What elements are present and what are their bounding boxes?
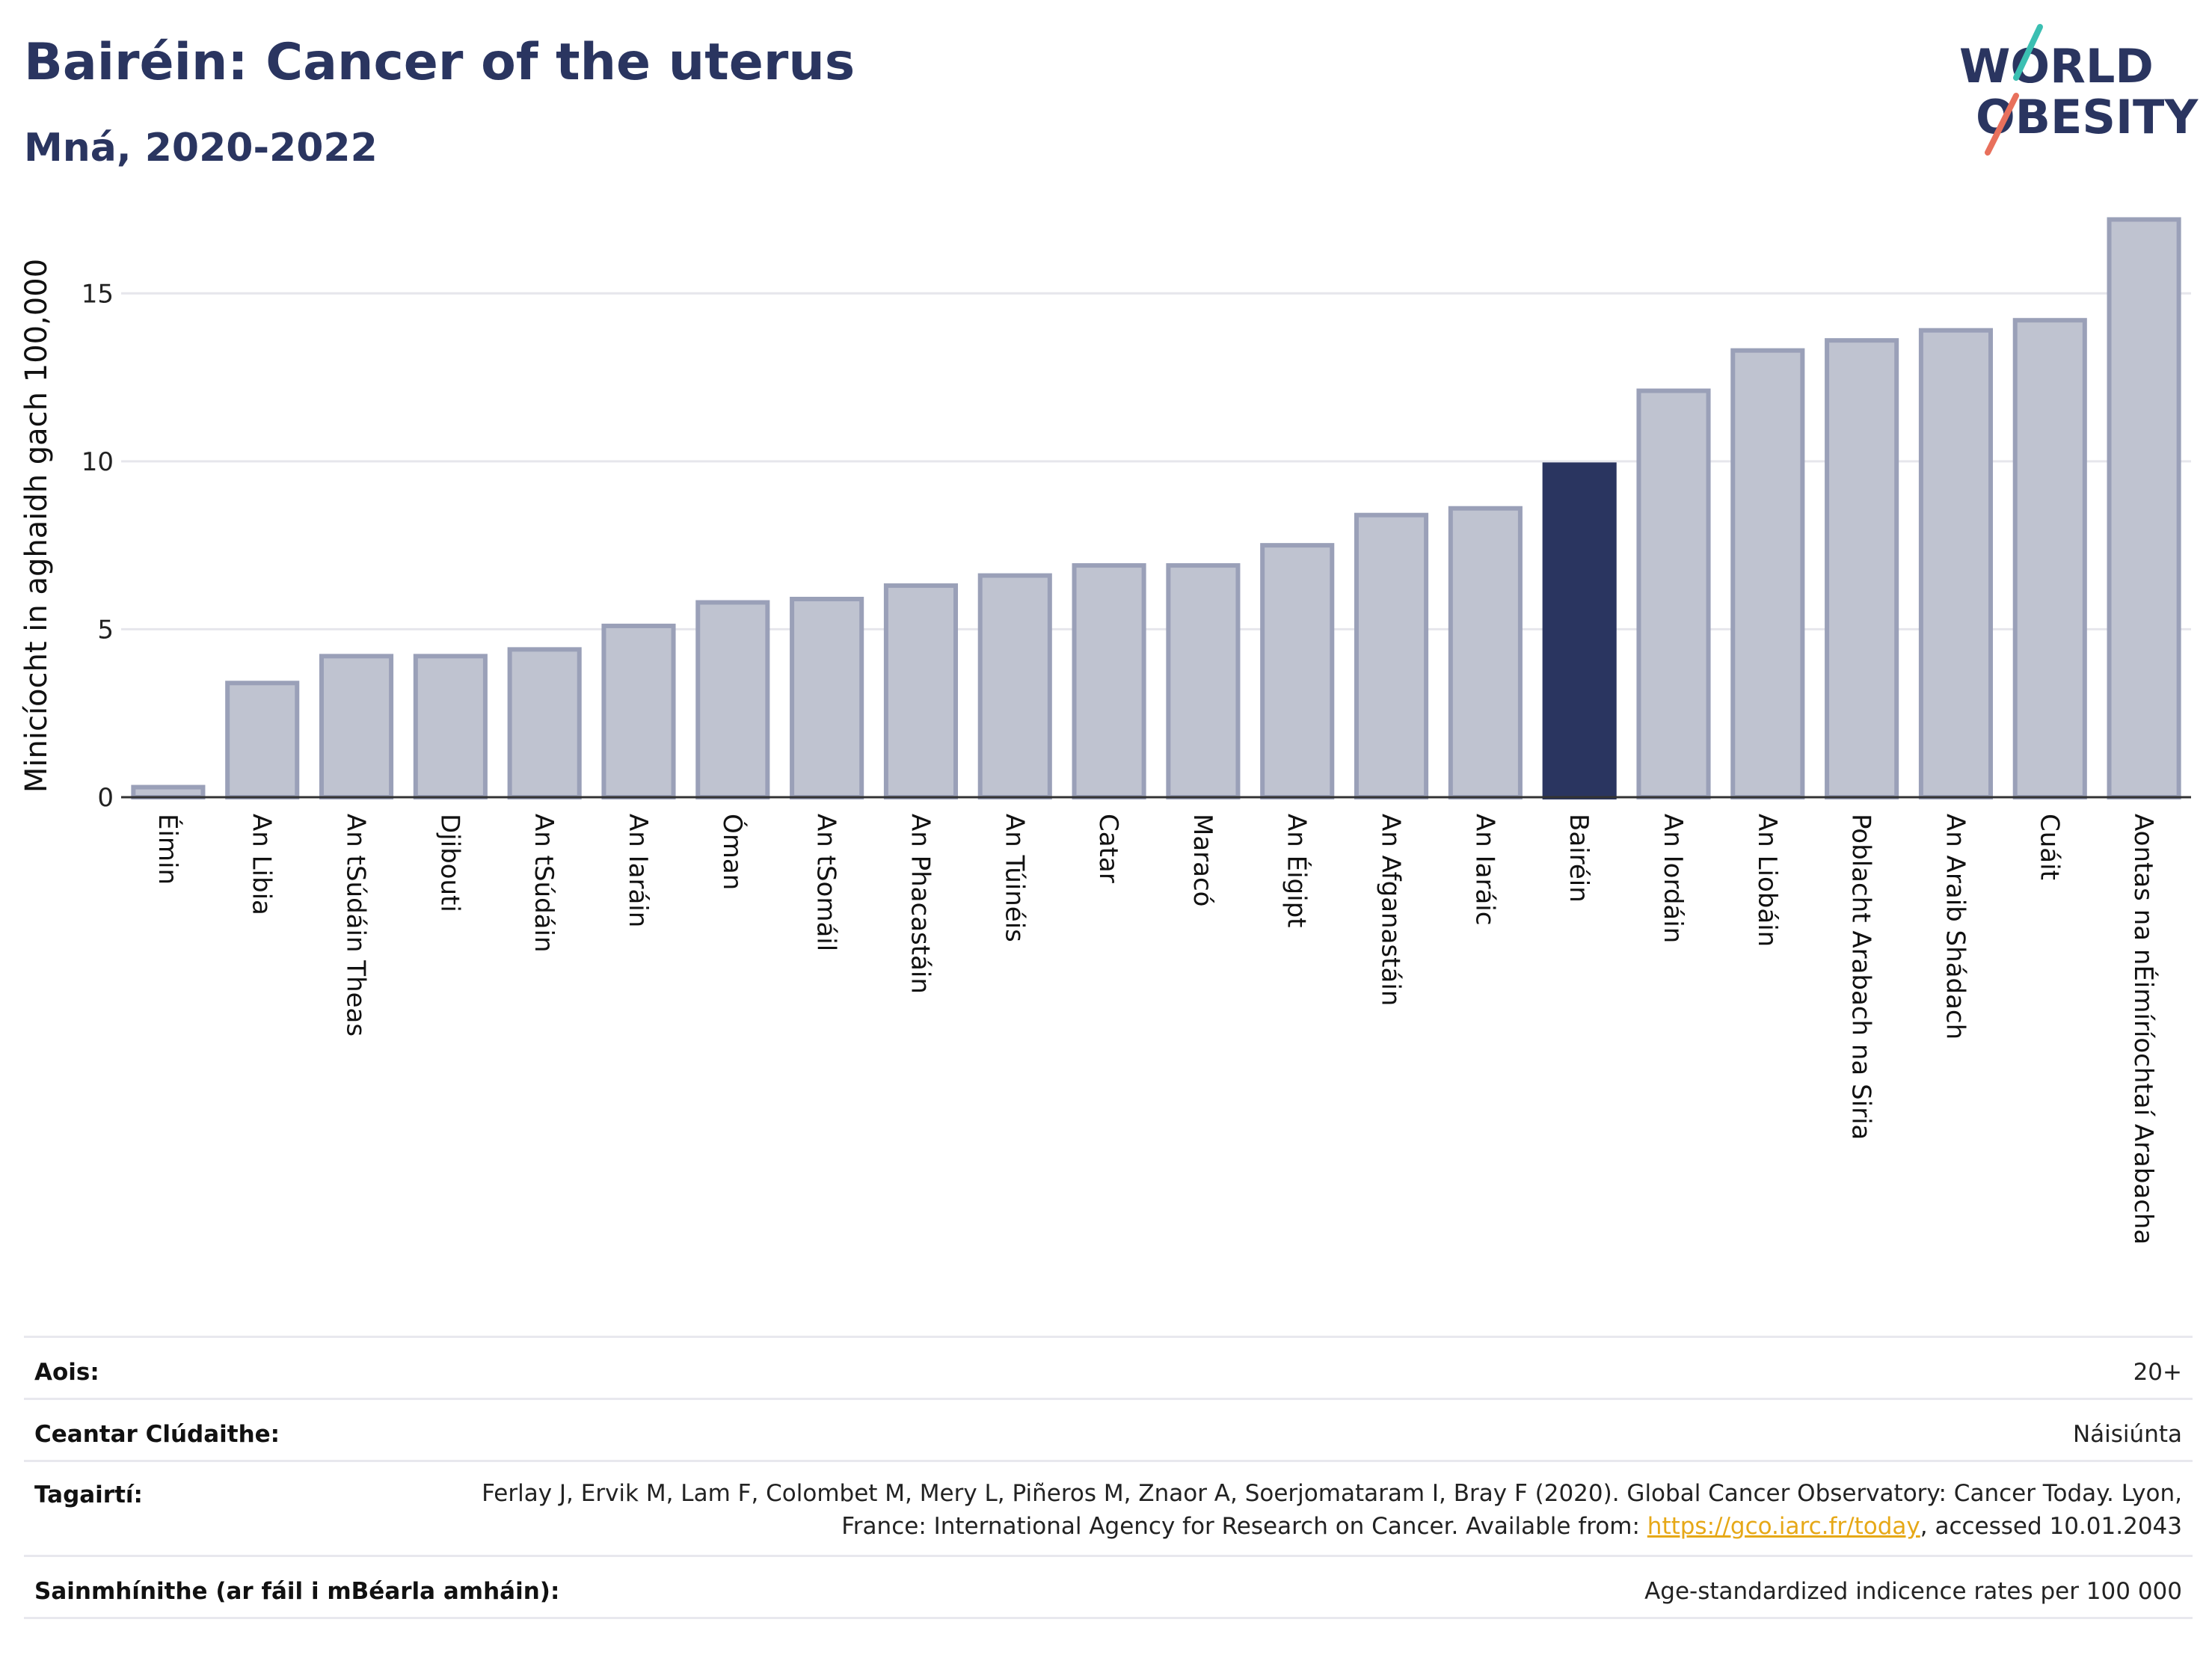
x-tick-label: An tSomáil <box>811 814 841 951</box>
bars <box>131 217 2181 800</box>
bar <box>1636 388 1711 799</box>
references-link[interactable]: https://gco.iarc.fr/today <box>1647 1513 1920 1540</box>
info-row-references: Tagairtí: Ferlay J, Ervik M, Lam F, Colo… <box>24 1460 2193 1555</box>
x-tick-label: An Afganastáin <box>1376 814 1406 1006</box>
area-label: Ceantar Clúdaithe: <box>34 1421 280 1448</box>
bar <box>225 681 300 800</box>
x-tick-label: Óman <box>717 814 748 890</box>
x-tick-label: An Iaráic <box>1469 814 1499 925</box>
bar <box>413 654 488 799</box>
info-row-age: Aois: 20+ <box>24 1336 2193 1398</box>
bar <box>1072 563 1146 799</box>
x-tick-label: An Iordáin <box>1658 814 1688 943</box>
bar <box>131 784 206 800</box>
chart-title: Bairéin: Cancer of the uterus <box>24 33 855 92</box>
bar <box>1918 328 1994 800</box>
bar <box>790 597 864 800</box>
y-tick-label: 0 <box>97 783 114 813</box>
area-value: Náisiúnta <box>2072 1421 2182 1448</box>
bar <box>1730 348 1805 799</box>
y-tick-label: 5 <box>97 615 114 645</box>
x-tick-label: An Éigipt <box>1282 814 1312 928</box>
info-row-area: Ceantar Clúdaithe: Náisiúnta <box>24 1398 2193 1460</box>
bar <box>977 573 1052 800</box>
y-axis-ticks: 0 5 10 15 <box>82 279 114 813</box>
bar <box>1354 512 1429 799</box>
bar-chart: 0 5 10 15 Éimin An Libia An tSúdáin Theas Djib… <box>19 217 2191 1244</box>
x-tick-label: An Araib Shádach <box>1940 814 1970 1040</box>
x-tick-label: Éimin <box>153 814 183 885</box>
x-tick-label: Djibouti <box>434 814 464 912</box>
definitions-value: Age-standardized indicence rates per 100… <box>1644 1578 2182 1605</box>
references-label: Tagairtí: <box>34 1481 143 1508</box>
bar <box>2012 318 2087 799</box>
bar <box>1448 506 1523 799</box>
x-tick-label: An Liobáin <box>1752 814 1782 947</box>
x-tick-label: An Phacastáin <box>905 814 935 994</box>
x-tick-label: Poblacht Arabach na Siria <box>1846 814 1876 1140</box>
y-tick-label: 10 <box>82 447 114 477</box>
x-tick-label: An Túinéis <box>999 814 1029 942</box>
x-tick-label: Bairéin <box>1564 814 1594 903</box>
bar <box>1542 462 1617 799</box>
bar <box>319 654 394 799</box>
bar <box>507 647 582 799</box>
x-tick-label: Maracó <box>1188 814 1217 906</box>
bar <box>1260 543 1335 800</box>
bar <box>601 623 676 799</box>
bar <box>2107 217 2181 799</box>
x-tick-label: An Iaráin <box>623 814 653 927</box>
logo-text-world: WORLD <box>1959 39 2154 93</box>
info-row-definitions: Sainmhínithe (ar fáil i mBéarla amháin):… <box>24 1555 2193 1619</box>
x-tick-label: Aontas na nÉimíríochtaí Arabacha <box>2128 814 2159 1244</box>
age-label: Aois: <box>34 1359 99 1386</box>
x-tick-label: An tSúdáin Theas <box>341 814 371 1037</box>
references-value: Ferlay J, Ervik M, Lam F, Colombet M, Me… <box>462 1477 2182 1543</box>
references-text: Ferlay J, Ervik M, Lam F, Colombet M, Me… <box>482 1480 2182 1540</box>
definitions-label: Sainmhínithe (ar fáil i mBéarla amháin): <box>34 1578 560 1605</box>
x-axis-labels: Éimin An Libia An tSúdáin Theas Djibouti An … <box>153 814 2159 1244</box>
references-accessed: , accessed 10.01.2043 <box>1920 1513 2182 1540</box>
bar <box>883 583 959 799</box>
y-axis-label: Minicíocht in aghaidh gach 100,000 <box>19 259 54 793</box>
age-value: 20+ <box>2133 1359 2182 1386</box>
x-tick-label: Catar <box>1093 814 1123 883</box>
bar <box>1825 338 1899 799</box>
chart-subtitle: Mná, 2020-2022 <box>24 126 378 171</box>
bar <box>1166 563 1241 799</box>
y-tick-label: 15 <box>82 279 114 309</box>
world-obesity-logo: WORLD OBESITY <box>1959 24 2199 156</box>
x-tick-label: An tSúdáin <box>529 814 559 953</box>
x-tick-label: An Libia <box>247 814 277 915</box>
bar <box>695 600 770 799</box>
x-tick-label: Cuáit <box>2034 814 2064 880</box>
